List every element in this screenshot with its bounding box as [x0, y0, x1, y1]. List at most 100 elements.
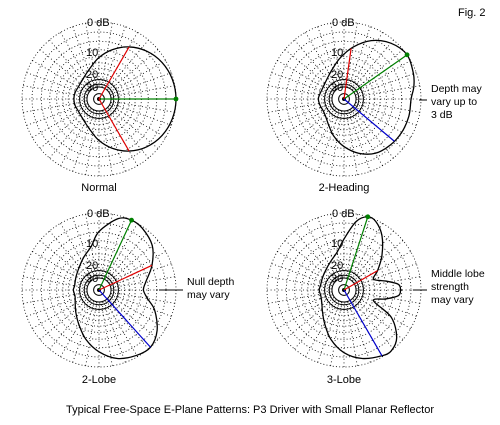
grid-spoke: [346, 113, 358, 175]
grid-spoke: [110, 299, 159, 340]
grid-spoke: [112, 103, 172, 126]
grid-spoke: [110, 240, 159, 281]
green-ray: [343, 54, 408, 100]
grid-ring-solid: [328, 83, 360, 115]
grid-spoke: [108, 230, 149, 279]
annotation-heading-line-1: Depth may: [431, 83, 483, 95]
grid-spoke: [108, 301, 149, 350]
grid-spoke: [39, 299, 88, 340]
grid-ring: [56, 247, 142, 333]
grid-spoke: [49, 301, 90, 350]
grid-ring-solid: [93, 284, 105, 296]
ring-label-30: 30: [86, 82, 98, 94]
ring-label-0db: 0 dB: [87, 17, 110, 29]
rays-normal: [98, 46, 179, 152]
grid-ring-solid: [338, 284, 350, 296]
grid-ring-solid: [324, 79, 364, 119]
grid-spoke: [356, 297, 411, 329]
ring-label-20: 20: [331, 260, 343, 272]
ring-label-20: 20: [331, 69, 343, 81]
green-ray: [343, 216, 369, 291]
grid-spoke: [110, 49, 159, 90]
red-ray: [98, 46, 130, 100]
grid-ring: [67, 258, 131, 322]
grid-ring: [326, 272, 362, 308]
grid-spoke: [49, 110, 90, 159]
annotation-2-lobe-line-2: may vary: [187, 289, 230, 301]
grid-spoke: [294, 301, 335, 350]
rays-heading: [343, 48, 410, 142]
grid-spoke: [284, 299, 333, 340]
grid-ring: [318, 264, 370, 316]
ring-label-0db: 0 dB: [87, 208, 110, 220]
blue-ray: [98, 289, 151, 348]
grid-ring: [301, 247, 387, 333]
grid-spoke: [355, 240, 404, 281]
grid-ring: [330, 276, 358, 304]
grid-spoke: [113, 101, 175, 113]
grid-spoke: [348, 112, 371, 172]
grid-spoke: [317, 112, 340, 172]
grid-spoke: [72, 112, 95, 172]
red-ray: [98, 264, 153, 291]
plot-label-normal: Normal: [81, 182, 116, 194]
grid-ring: [276, 222, 412, 358]
grid-spoke: [49, 230, 90, 279]
grid-ring: [312, 67, 376, 131]
grid-ring: [301, 56, 387, 142]
pattern-outline-2-lobe: [72, 217, 158, 360]
grid-spoke: [113, 292, 175, 304]
polar-plot-normal: 0 dB 10 20 30 Normal: [21, 17, 179, 194]
max-gain-marker: [173, 96, 179, 102]
grid-spoke: [112, 294, 172, 317]
figure-caption: Typical Free-Space E-Plane Patterns: P3 …: [66, 404, 434, 416]
green-ray: [98, 219, 133, 291]
max-gain-marker: [404, 52, 410, 58]
max-gain-marker: [129, 217, 134, 223]
grid-spoke: [284, 240, 333, 281]
grid-ring-solid: [83, 274, 115, 306]
grid-spoke: [111, 251, 166, 283]
grid-spoke: [103, 112, 126, 172]
plot-label-2-lobe: 2-Lobe: [82, 374, 116, 386]
grid-spoke: [348, 303, 371, 363]
annotation-3-lobe-line-3: may vary: [431, 294, 474, 306]
annotation-heading-line-3: 3 dB: [431, 109, 453, 121]
grid-ring: [294, 240, 394, 340]
ring-label-30: 30: [86, 273, 98, 285]
pattern-outline-3-lobe: [318, 216, 402, 360]
grid-spoke: [49, 39, 90, 88]
rays-2-lobe: [98, 217, 153, 348]
annotation-3-lobe-line-2: strength: [431, 281, 469, 293]
grid-ring: [318, 73, 370, 125]
grid-ring-solid: [79, 270, 119, 310]
ring-label-0db: 0 dB: [332, 208, 355, 220]
grid-ring: [40, 231, 158, 349]
grid-spoke: [353, 39, 394, 88]
grid-ring-solid: [324, 270, 364, 310]
grid-spoke: [353, 230, 394, 279]
ring-label-0db: 0 dB: [332, 17, 355, 29]
grid-spoke: [39, 240, 88, 281]
grid-ring: [322, 268, 366, 312]
ring-label-20: 20: [86, 260, 98, 272]
red-ray: [98, 98, 130, 152]
grid-ring: [62, 253, 136, 327]
grid-spoke: [113, 85, 175, 97]
ring-labels-normal: 0 dB 10 20 30: [86, 17, 110, 94]
grid-ring: [49, 240, 149, 340]
ring-labels-2-lobe: 0 dB 10 20 30: [86, 208, 110, 285]
plot-label-3-lobe: 3-Lobe: [327, 374, 361, 386]
polar-plot-3-lobe: 0 dB 10 20 30 3-Lobe Middle lobe strengt…: [266, 208, 485, 386]
grid-spoke: [294, 230, 335, 279]
grid-ring: [330, 85, 358, 113]
grid-spoke: [111, 60, 166, 92]
polar-grid-3-lobe: [266, 212, 422, 368]
rays-3-lobe: [343, 214, 383, 357]
grid-ring-solid: [338, 93, 350, 105]
grid-ring-solid: [331, 277, 357, 303]
ring-label-20: 20: [86, 69, 98, 81]
grid-ring: [285, 231, 403, 349]
grid-spoke: [358, 85, 420, 97]
